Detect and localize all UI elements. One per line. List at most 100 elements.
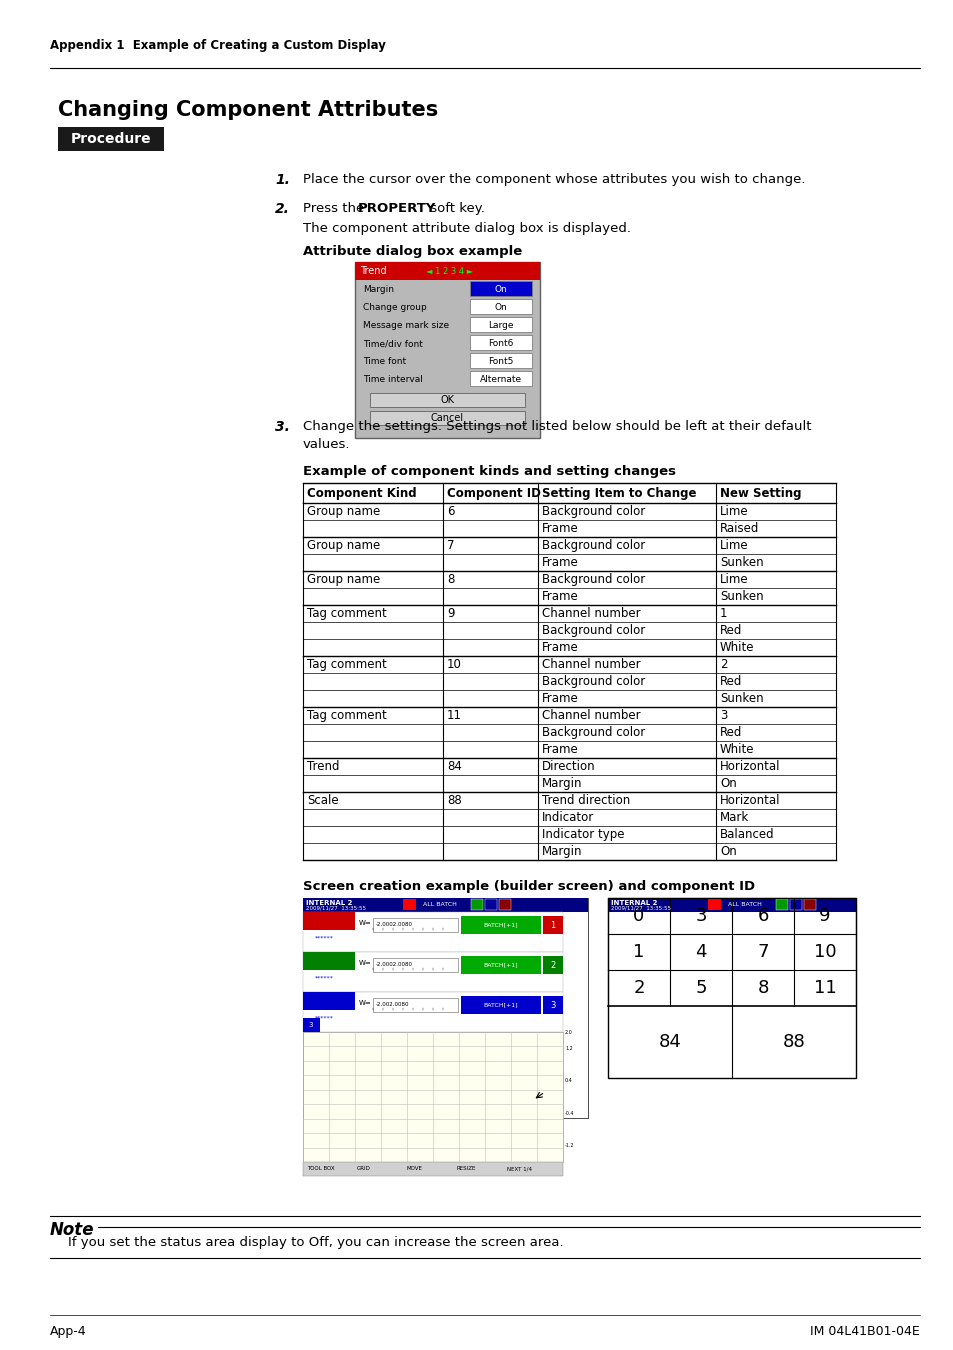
Bar [470, 352, 532, 369]
Bar [58, 127, 164, 151]
Text: 88: 88 [447, 794, 461, 807]
Text: Press the: Press the [303, 202, 368, 215]
Text: Cancel: Cancel [431, 413, 463, 423]
Text: Trend: Trend [359, 266, 386, 275]
Text: 2: 2 [633, 979, 644, 998]
Text: ******: ****** [314, 976, 334, 980]
Text: Screen creation example (builder screen) and component ID: Screen creation example (builder screen)… [303, 880, 755, 892]
Text: 2: 2 [720, 657, 727, 671]
Text: 1.: 1. [274, 173, 290, 188]
Text: NEXT 1/4: NEXT 1/4 [506, 1166, 532, 1172]
Bar [607, 898, 855, 1079]
Text: Horizontal: Horizontal [720, 794, 780, 807]
Text: Component ID: Component ID [447, 486, 540, 500]
Text: Background color: Background color [541, 624, 644, 637]
Bar [303, 992, 355, 1010]
Text: 7: 7 [757, 944, 768, 961]
Bar [498, 899, 511, 910]
Text: Lime: Lime [720, 539, 748, 552]
Text: 1: 1 [633, 944, 644, 961]
Text: Channel number: Channel number [541, 709, 640, 722]
Text: Lime: Lime [720, 572, 748, 586]
Text: If you set the status area display to Off, you can increase the screen area.: If you set the status area display to Of… [68, 1237, 563, 1249]
Text: Red: Red [720, 624, 741, 637]
Text: Tag comment: Tag comment [307, 608, 386, 620]
Text: ALL BATCH: ALL BATCH [422, 903, 456, 907]
Text: 5: 5 [695, 979, 706, 998]
Text: Time/div font: Time/div font [363, 339, 422, 348]
Text: Frame: Frame [541, 693, 578, 705]
Text: Horizontal: Horizontal [720, 760, 780, 774]
Text: 84: 84 [447, 760, 461, 774]
Text: New Setting: New Setting [720, 486, 801, 500]
Text: PROPERTY: PROPERTY [357, 202, 436, 215]
Text: soft key.: soft key. [426, 202, 484, 215]
Text: Sunken: Sunken [720, 556, 762, 568]
Text: 9: 9 [447, 608, 454, 620]
Text: Margin: Margin [363, 285, 394, 294]
Text: 2: 2 [550, 960, 555, 969]
Text: Changing Component Attributes: Changing Component Attributes [58, 100, 437, 120]
Text: 10: 10 [447, 657, 461, 671]
Text: Balanced: Balanced [720, 828, 774, 841]
Text: 1.2: 1.2 [564, 1046, 572, 1050]
Bar [542, 917, 562, 934]
Bar [303, 898, 587, 913]
Text: ALL BATCH: ALL BATCH [727, 903, 761, 907]
Text: TOOL BOX: TOOL BOX [307, 1166, 335, 1172]
Text: Background color: Background color [541, 572, 644, 586]
Bar [303, 913, 562, 952]
Text: Large: Large [488, 321, 514, 331]
Text: On: On [494, 285, 507, 294]
Text: Time interval: Time interval [363, 375, 422, 385]
Text: Margin: Margin [541, 778, 582, 790]
Text: Group name: Group name [307, 539, 380, 552]
Text: Frame: Frame [541, 743, 578, 756]
Text: ******: ****** [314, 936, 334, 941]
Text: Margin: Margin [541, 845, 582, 859]
Text: Attribute dialog box example: Attribute dialog box example [303, 244, 521, 258]
Text: INTERNAL 2: INTERNAL 2 [306, 900, 352, 906]
Bar [355, 262, 539, 279]
Text: 4: 4 [695, 944, 706, 961]
Text: On: On [720, 845, 736, 859]
Text: 7: 7 [447, 539, 454, 552]
Text: 1: 1 [720, 608, 727, 620]
Text: 84: 84 [658, 1033, 680, 1052]
Bar [471, 899, 482, 910]
Text: INTERNAL 2: INTERNAL 2 [610, 900, 657, 906]
Text: Channel number: Channel number [541, 608, 640, 620]
Text: Frame: Frame [541, 641, 578, 653]
Bar [373, 958, 457, 972]
Text: App-4: App-4 [50, 1324, 87, 1338]
Text: 11: 11 [813, 979, 836, 998]
Text: 0.4: 0.4 [564, 1079, 572, 1083]
Text: White: White [720, 641, 754, 653]
Bar [303, 1162, 562, 1176]
Bar [460, 996, 540, 1014]
Text: Place the cursor over the component whose attributes you wish to change.: Place the cursor over the component whos… [303, 173, 804, 186]
Text: IM 04L41B01-04E: IM 04L41B01-04E [809, 1324, 919, 1338]
Text: 8: 8 [757, 979, 768, 998]
Text: Message mark size: Message mark size [363, 321, 449, 331]
Text: 3: 3 [309, 1022, 313, 1027]
Text: Font6: Font6 [488, 339, 513, 348]
Bar [470, 298, 532, 315]
Text: 88: 88 [781, 1033, 804, 1052]
Bar [707, 899, 720, 910]
Text: 6: 6 [757, 907, 768, 925]
Bar [789, 899, 801, 910]
Bar [303, 952, 355, 971]
Bar [402, 899, 416, 910]
Bar [373, 918, 457, 932]
Bar [370, 393, 524, 406]
Text: Frame: Frame [541, 556, 578, 568]
Text: W=: W= [358, 960, 372, 967]
Text: Red: Red [720, 675, 741, 688]
Text: Time font: Time font [363, 358, 406, 366]
Bar [803, 899, 815, 910]
Text: -2.002.0080: -2.002.0080 [375, 1003, 409, 1007]
Text: Change the settings. Settings not listed below should be left at their default: Change the settings. Settings not listed… [303, 420, 811, 433]
Text: 3.: 3. [274, 420, 290, 433]
Text: BATCH[+1]: BATCH[+1] [483, 963, 517, 968]
